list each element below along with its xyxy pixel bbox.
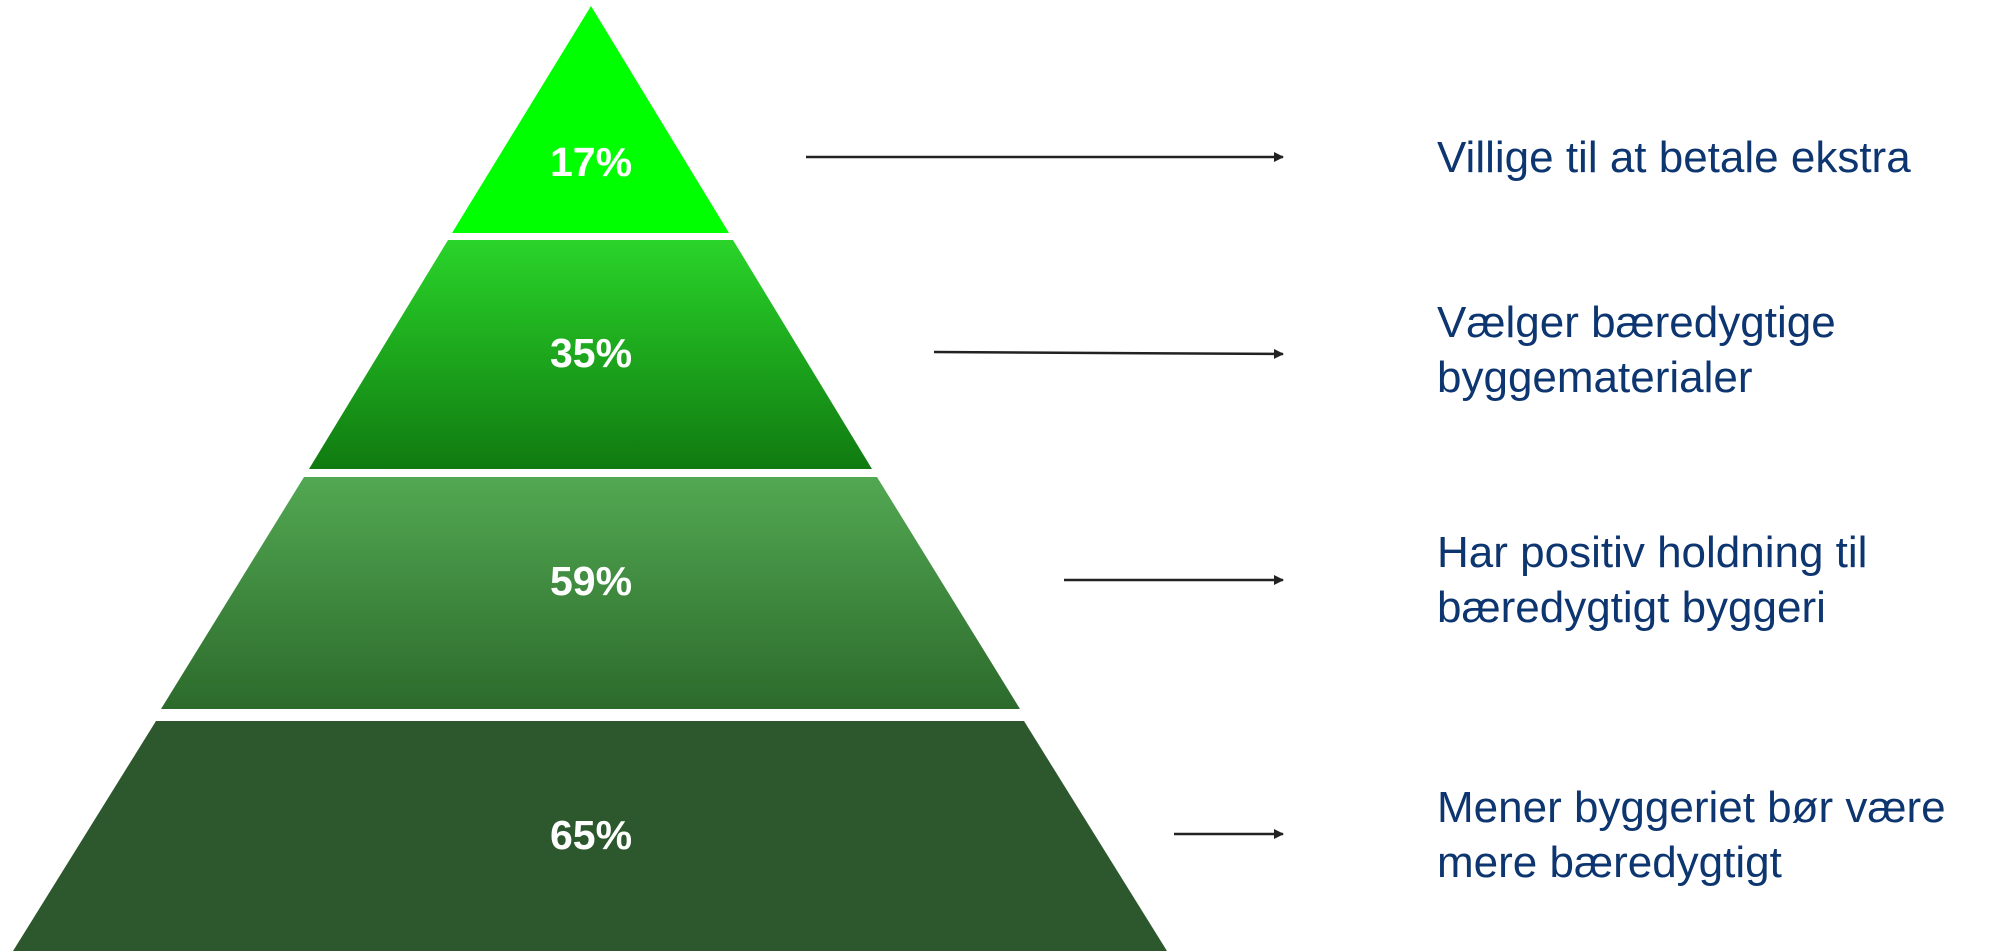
- tier-2-caption-line-1: Vælger bæredygtige: [1437, 298, 1836, 347]
- tier-1-value: 17%: [550, 139, 632, 185]
- tier-3-value: 59%: [550, 558, 632, 604]
- tier-4-caption: Mener byggeriet bør være mere bæredygtig…: [1437, 780, 1997, 890]
- tier-3-caption-line-1: Har positiv holdning til: [1437, 528, 1868, 577]
- tier-4-caption-line-1: Mener byggeriet bør være: [1437, 783, 1946, 832]
- tier-1-caption: Villige til at betale ekstra: [1437, 130, 1997, 185]
- tier-2-caption: Vælger bæredygtige byggematerialer: [1437, 295, 1997, 405]
- pyramid-tier-4: [13, 721, 1167, 951]
- tier-2-arrow: [933, 348, 1284, 359]
- pyramid-tier-3: [161, 477, 1020, 709]
- tier-3-caption-line-2: bæredygtigt byggeri: [1437, 583, 1826, 632]
- tier-4-value: 65%: [550, 812, 632, 858]
- tier-3-caption: Har positiv holdning til bæredygtigt byg…: [1437, 525, 1997, 635]
- tier-1-caption-line-1: Villige til at betale ekstra: [1437, 133, 1911, 182]
- pyramid-tier-2: [309, 240, 872, 469]
- tier-2-caption-line-2: byggematerialer: [1437, 353, 1753, 402]
- pyramid-tier-1: [452, 6, 729, 233]
- tier-4-caption-line-2: mere bæredygtigt: [1437, 838, 1782, 887]
- tier-2-value: 35%: [550, 330, 632, 376]
